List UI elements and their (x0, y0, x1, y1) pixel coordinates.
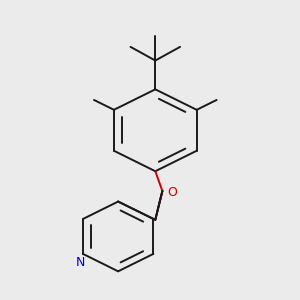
Text: O: O (167, 186, 177, 199)
Text: N: N (75, 256, 85, 269)
